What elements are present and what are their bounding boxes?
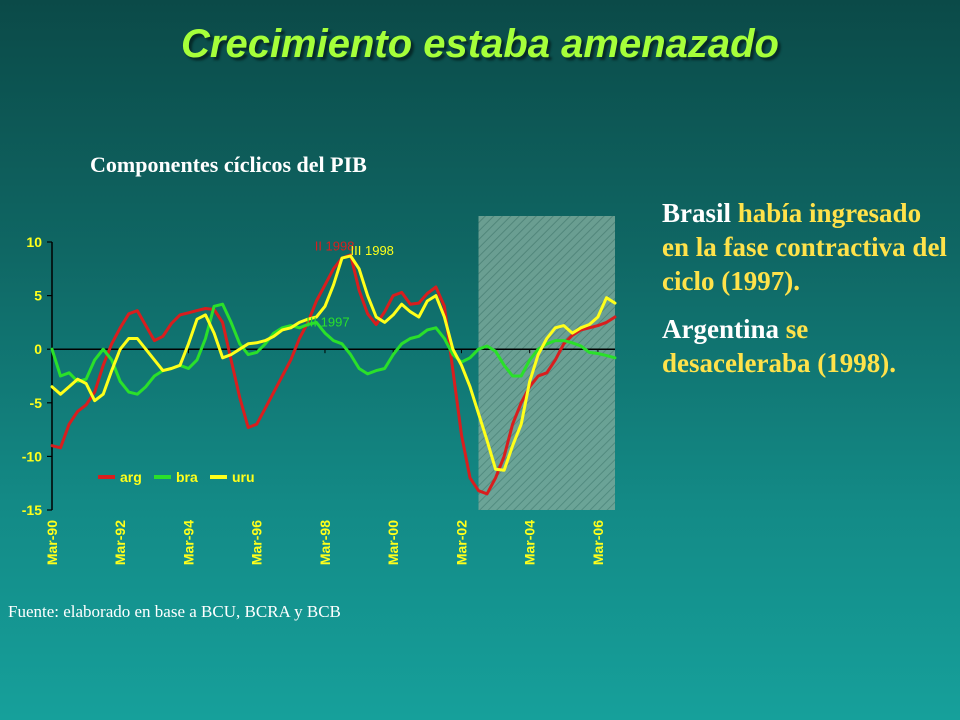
legend-label-uru: uru: [232, 469, 255, 485]
y-tick-label: -15: [22, 502, 42, 518]
slide-title: Crecimiento estaba amenazado: [181, 22, 779, 66]
x-tick-label: Mar-96: [249, 520, 265, 565]
x-tick-label: Mar-00: [385, 520, 401, 565]
legend-label-bra: bra: [176, 469, 198, 485]
y-tick-label: 0: [34, 341, 42, 357]
x-tick-label: Mar-94: [180, 520, 196, 565]
brazil-label: Brasil: [662, 198, 738, 228]
source-note: Fuente: elaborado en base a BCU, BCRA y …: [8, 602, 341, 621]
x-tick-label: Mar-04: [522, 520, 538, 565]
argentina-label: Argentina: [662, 314, 786, 344]
x-tick-label: Mar-98: [317, 520, 333, 565]
argentina-detail: se desaceleraba (1998).: [662, 314, 896, 378]
x-tick-label: Mar-06: [590, 520, 606, 565]
y-tick-label: 10: [26, 234, 42, 250]
brazil-detail: había ingresado en la fase contractiva d…: [662, 198, 947, 296]
annotation-0: II 1998: [315, 239, 355, 254]
argentina-statement: Argentina se desaceleraba (1998).: [662, 312, 952, 380]
legend-label-arg: arg: [120, 469, 142, 485]
x-tick-label: Mar-02: [453, 520, 469, 565]
side-commentary: Brasil había ingresado en la fase contra…: [662, 196, 952, 394]
chart-title: Componentes cíclicos del PIB: [90, 152, 367, 177]
y-tick-label: -10: [22, 448, 42, 464]
annotation-2: III 1997: [306, 315, 349, 330]
annotation-1: III 1998: [351, 243, 394, 258]
series-line-bra: [50, 302, 617, 396]
brazil-statement: Brasil había ingresado en la fase contra…: [662, 196, 952, 298]
series-line-arg: [50, 253, 617, 496]
y-tick-label: -5: [30, 395, 43, 411]
series-line-uru: [50, 254, 617, 472]
y-tick-label: 5: [34, 288, 42, 304]
x-tick-label: Mar-92: [112, 520, 128, 565]
x-tick-label: Mar-90: [44, 520, 60, 565]
